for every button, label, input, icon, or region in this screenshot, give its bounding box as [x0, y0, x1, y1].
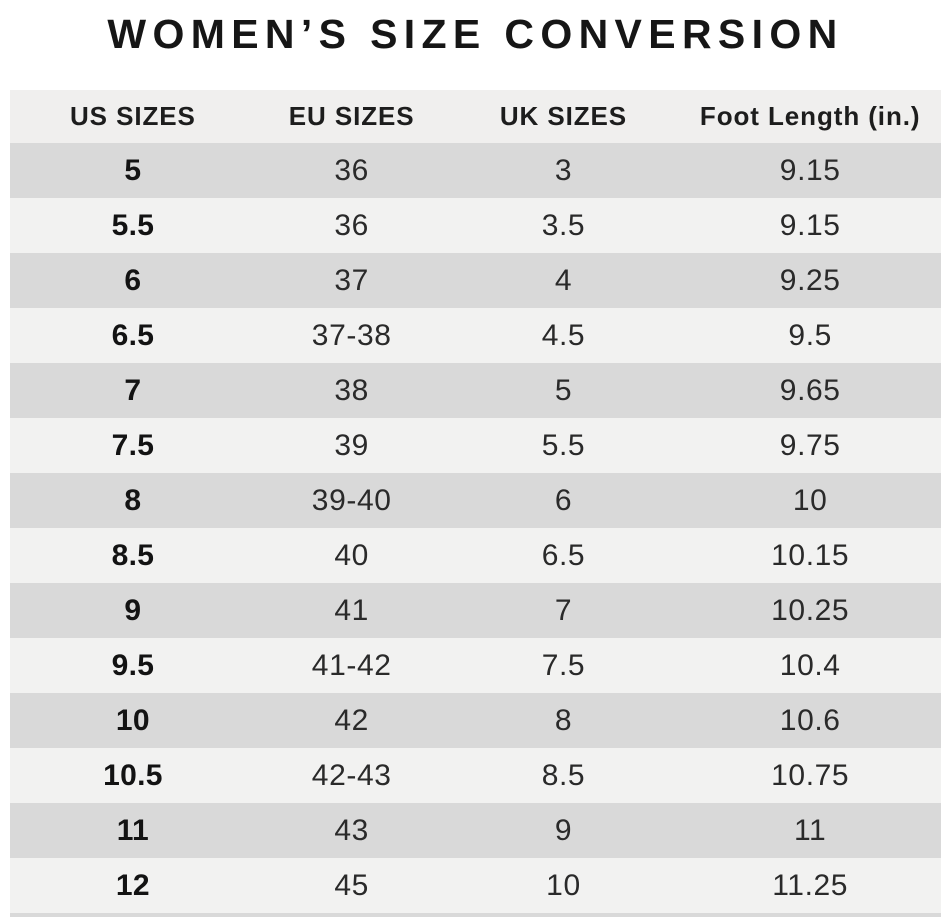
cell-foot-length: 9.25 [779, 263, 841, 297]
table-row: 12 45 10 11.25 [10, 858, 941, 913]
cell-us-size: 11 [116, 813, 150, 847]
table-row: 11 43 9 11 [10, 803, 941, 858]
cell-us-size: 12 [115, 868, 150, 902]
cell-us-size: 8 [124, 483, 142, 517]
cell-uk-size: 8.5 [541, 758, 586, 792]
cell-uk-size: 9 [554, 813, 573, 847]
cell-eu-size: 37 [334, 263, 369, 297]
column-header-foot-length: Foot Length (in.) [699, 101, 921, 131]
table-row: 7 38 5 9.65 [10, 363, 941, 418]
cell-foot-length: 10.15 [771, 538, 850, 572]
cell-us-size: 7 [124, 373, 142, 407]
cell-foot-length: 10.75 [771, 758, 850, 792]
cell-uk-size: 4 [554, 263, 573, 297]
cell-us-size: 6.5 [111, 318, 155, 352]
cell-eu-size: 41 [334, 593, 369, 627]
cell-foot-length: 9.5 [788, 318, 832, 352]
table-row: 6.5 37-38 4.5 9.5 [10, 308, 941, 363]
cell-foot-length: 9.15 [779, 153, 841, 187]
page-title: WOMEN’S SIZE CONVERSION [107, 11, 844, 57]
cell-eu-size: 42 [334, 703, 369, 737]
cell-eu-size: 41-42 [311, 648, 392, 682]
cell-us-size: 9 [124, 593, 142, 627]
cell-us-size: 8.5 [111, 538, 155, 572]
cell-uk-size: 7 [554, 593, 573, 627]
cell-us-size: 7.5 [111, 428, 155, 462]
table-row: 8.5 40 6.5 10.15 [10, 528, 941, 583]
cell-eu-size: 39 [334, 428, 369, 462]
table-row: 10 42 8 10.6 [10, 693, 941, 748]
cell-uk-size: 6.5 [541, 538, 586, 572]
table-row: 6 37 4 9.25 [10, 253, 941, 308]
cell-us-size: 9.5 [111, 648, 155, 682]
cell-foot-length: 10.6 [779, 703, 841, 737]
cell-eu-size: 43 [334, 813, 369, 847]
cell-eu-size: 38 [334, 373, 369, 407]
table-row: 10.5 42-43 8.5 10.75 [10, 748, 941, 803]
cell-foot-length: 9.65 [779, 373, 841, 407]
cell-foot-length: 11.25 [772, 868, 849, 902]
cell-uk-size: 3.5 [541, 208, 586, 242]
cell-eu-size: 39-40 [311, 483, 392, 517]
table-row: 9.5 41-42 7.5 10.4 [10, 638, 941, 693]
next-row-peek [10, 913, 941, 917]
table-header-row: US SIZES EU SIZES UK SIZES Foot Length (… [10, 90, 941, 143]
cell-uk-size: 5 [554, 373, 573, 407]
column-header-uk: UK SIZES [499, 101, 628, 131]
cell-eu-size: 45 [334, 868, 369, 902]
column-header-eu: EU SIZES [288, 101, 415, 131]
cell-us-size: 5 [124, 153, 142, 187]
cell-foot-length: 9.15 [779, 208, 841, 242]
cell-uk-size: 7.5 [541, 648, 586, 682]
cell-eu-size: 37-38 [311, 318, 392, 352]
table-body: 5 36 3 9.15 5.5 36 3.5 9.15 6 37 4 9.25 … [10, 143, 941, 913]
cell-foot-length: 10 [792, 483, 828, 517]
cell-foot-length: 10.25 [771, 593, 850, 627]
cell-eu-size: 40 [334, 538, 369, 572]
cell-foot-length: 10.4 [779, 648, 841, 682]
cell-uk-size: 8 [554, 703, 573, 737]
cell-uk-size: 5.5 [541, 428, 586, 462]
table-row: 9 41 7 10.25 [10, 583, 941, 638]
cell-uk-size: 10 [546, 868, 581, 902]
cell-us-size: 5.5 [111, 208, 155, 242]
cell-us-size: 10.5 [103, 758, 163, 792]
size-conversion-table: US SIZES EU SIZES UK SIZES Foot Length (… [10, 90, 941, 917]
table-row: 7.5 39 5.5 9.75 [10, 418, 941, 473]
cell-eu-size: 42-43 [311, 758, 392, 792]
cell-eu-size: 36 [334, 208, 369, 242]
cell-us-size: 10 [115, 703, 150, 737]
cell-us-size: 6 [124, 263, 142, 297]
table-row: 8 39-40 6 10 [10, 473, 941, 528]
cell-foot-length: 11 [794, 813, 827, 847]
table-row: 5 36 3 9.15 [10, 143, 941, 198]
cell-uk-size: 3 [554, 153, 573, 187]
cell-eu-size: 36 [334, 153, 369, 187]
column-header-us: US SIZES [70, 101, 196, 131]
cell-uk-size: 4.5 [541, 318, 586, 352]
cell-uk-size: 6 [554, 483, 573, 517]
table-row: 5.5 36 3.5 9.15 [10, 198, 941, 253]
cell-foot-length: 9.75 [779, 428, 841, 462]
